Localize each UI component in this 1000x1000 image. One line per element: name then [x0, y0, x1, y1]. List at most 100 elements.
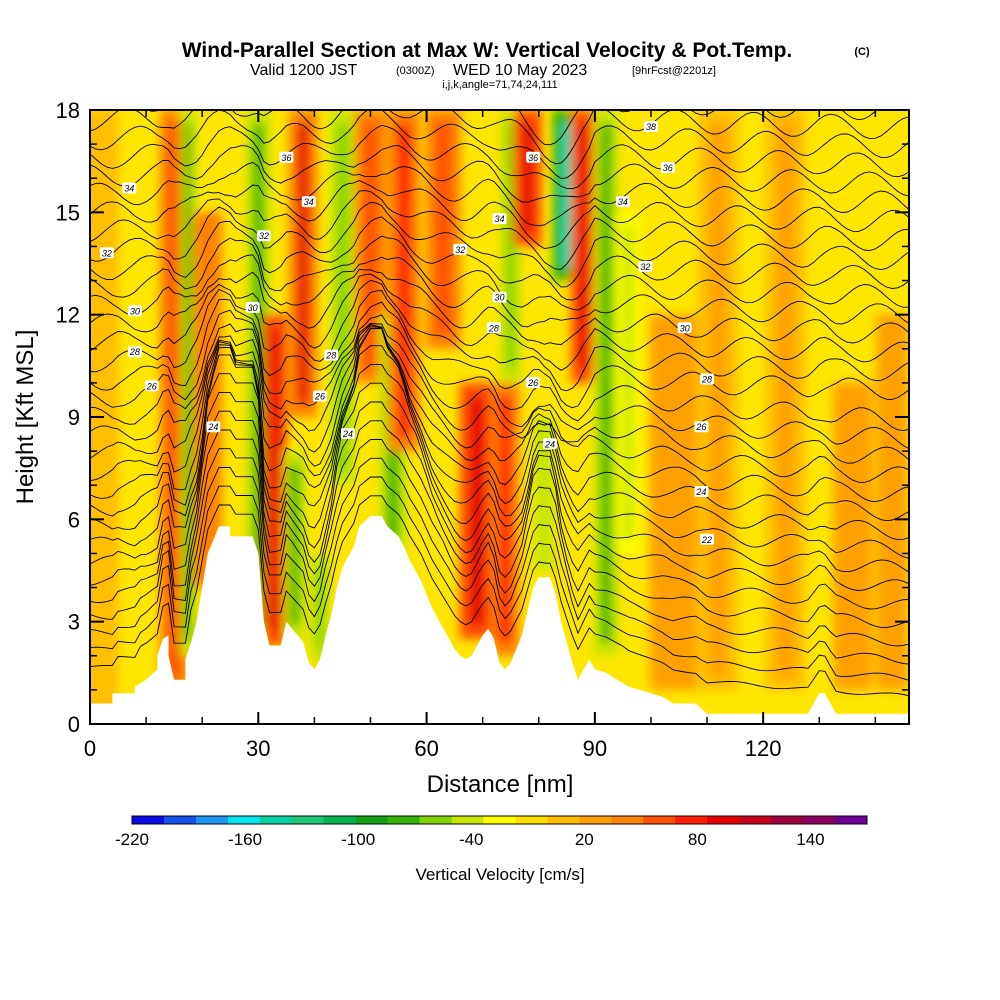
theta-contour-line — [90, 364, 909, 573]
contour-label-text: 32 — [455, 245, 465, 255]
contour-label-text: 28 — [325, 351, 336, 361]
x-tick-label: 60 — [414, 736, 438, 761]
colorbar-swatch — [419, 816, 453, 824]
theta-contour-line — [90, 110, 909, 165]
theta-contour-line — [90, 279, 909, 392]
contour-label: 36 — [526, 151, 541, 163]
contour-label-text: 32 — [259, 231, 269, 241]
contour-label-text: 24 — [544, 439, 555, 449]
theta-contour-line — [90, 495, 909, 697]
contour-label-text: 28 — [701, 374, 712, 384]
colorbar-swatch — [451, 816, 485, 824]
contour-label-text: 26 — [527, 378, 538, 388]
contour-label: 34 — [301, 196, 316, 208]
velocity-plume-core — [885, 328, 899, 677]
contour-label: 30 — [127, 305, 142, 317]
velocity-plume-core — [540, 430, 549, 557]
contour-label-text: 36 — [281, 153, 291, 163]
x-tick-label: 120 — [745, 736, 782, 761]
colorbar-swatch — [227, 816, 261, 824]
plot-area: 34 32 30 28 26 24 36 34 32 30 28 26 24 32 30 28 26 24 34 36… — [90, 110, 909, 724]
contour-label: 38 — [643, 121, 658, 133]
contour-label-text: 30 — [130, 306, 140, 316]
theta-contour-line — [90, 290, 909, 409]
contour-label: 34 — [615, 196, 630, 208]
chart-title-suffix: (C) — [854, 46, 870, 58]
x-axis-label: Distance [nm] — [427, 771, 574, 798]
y-tick-label: 9 — [68, 405, 80, 430]
colorbar-swatch — [355, 816, 389, 824]
contour-label: 30 — [492, 291, 507, 303]
x-tick-label: 90 — [583, 736, 607, 761]
contour-label: 24 — [206, 421, 221, 433]
contour-label-text: 36 — [528, 153, 538, 163]
contour-label: 32 — [453, 243, 468, 255]
contour-label: 28 — [700, 373, 715, 385]
contour-label: 30 — [677, 322, 692, 334]
theta-contour-line — [90, 323, 909, 483]
colorbar-swatch — [387, 816, 421, 824]
colorbar-swatch — [707, 816, 740, 824]
velocity-plume-core — [521, 123, 534, 233]
y-axis-label: Height [Kft MSL] — [12, 330, 39, 505]
contour-label: 34 — [492, 213, 507, 225]
x-tick-label: 0 — [84, 736, 96, 761]
velocity-plume-core — [435, 123, 451, 336]
velocity-plume-core — [252, 123, 264, 626]
theta-contour-line — [90, 322, 909, 464]
contour-label-text: 34 — [124, 183, 134, 193]
contour-label-text: 30 — [248, 303, 258, 313]
subtitle-forecast: [9hrFcst@2201z] — [632, 65, 716, 77]
theta-contour-line — [90, 190, 909, 270]
contour-label-text: 24 — [342, 429, 353, 439]
colorbar-title: Vertical Velocity [cm/s] — [415, 865, 584, 884]
theta-contour-line — [90, 382, 909, 591]
contour-label-text: 32 — [640, 262, 650, 272]
contour-label-text: 28 — [129, 347, 140, 357]
chart-subtitle: Valid 1200 JST (0300Z) WED 10 May 2023 [… — [250, 62, 716, 79]
colorbar-swatch — [739, 816, 772, 824]
contour-label-text: 38 — [646, 122, 656, 132]
theta-contour-line — [90, 145, 909, 203]
theta-contour-line — [90, 457, 909, 665]
contour-label: 28 — [127, 346, 142, 358]
subtitle-valid: Valid 1200 JST — [250, 62, 358, 79]
colorbar-label: -40 — [459, 830, 484, 849]
colorbar-swatch — [132, 816, 165, 824]
contour-label: 28 — [486, 322, 501, 334]
terrain — [90, 515, 909, 724]
colorbar-swatch — [291, 816, 325, 824]
contour-label: 32 — [256, 230, 271, 242]
theta-contour-line — [90, 401, 909, 610]
contour-label: 24 — [341, 428, 356, 440]
contour-label: 26 — [312, 390, 327, 402]
colorbar-label: 140 — [796, 830, 824, 849]
velocity-plume-core — [363, 123, 378, 370]
contour-label: 26 — [526, 376, 541, 388]
y-tick-label: 0 — [68, 712, 80, 737]
contour-label-text: 26 — [146, 381, 157, 391]
contour-label-text: 34 — [618, 197, 628, 207]
contour-label: 24 — [542, 438, 557, 450]
colorbar-label: -220 — [115, 830, 149, 849]
contour-label-text: 26 — [314, 392, 325, 402]
theta-contour-line — [90, 420, 909, 628]
velocity-plume-core — [844, 396, 862, 677]
x-tick-label: 30 — [246, 736, 270, 761]
velocity-plume-core — [560, 123, 573, 267]
velocity-plume-core — [623, 225, 634, 540]
contour-label-text: 34 — [304, 197, 314, 207]
contour-label: 28 — [324, 349, 339, 361]
theta-contour-line — [90, 328, 909, 541]
y-tick-label: 3 — [68, 610, 80, 635]
velocity-plume-core — [184, 123, 192, 643]
velocity-plume-core — [578, 123, 590, 370]
colorbar-swatch — [547, 816, 580, 824]
subtitle-utc: (0300Z) — [396, 65, 435, 77]
contour-label: 32 — [99, 247, 114, 259]
velocity-plume-core — [315, 567, 325, 649]
velocity-plume-core — [600, 123, 612, 643]
theta-contour-line — [90, 273, 909, 371]
theta-contour-line — [90, 301, 909, 432]
